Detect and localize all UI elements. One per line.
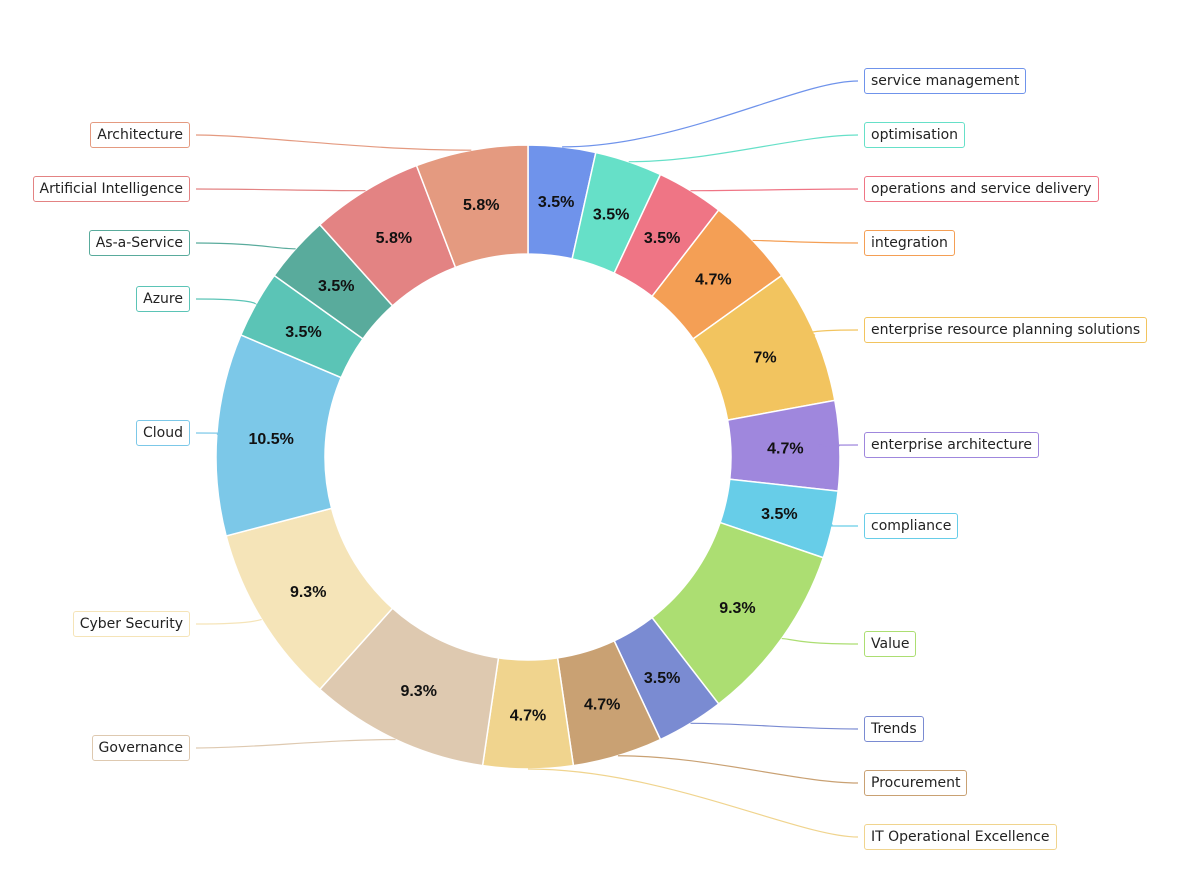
slice-value-label: 3.5% bbox=[285, 324, 321, 341]
slice-value-label: 4.7% bbox=[767, 441, 803, 458]
legend-label: service management bbox=[864, 68, 1027, 94]
legend-label: Azure bbox=[136, 286, 190, 312]
leader-line bbox=[617, 755, 859, 784]
legend-label: Value bbox=[864, 631, 917, 657]
leader-line bbox=[628, 134, 859, 163]
legend-label: Cyber Security bbox=[72, 611, 190, 637]
slice-value-label: 9.3% bbox=[290, 584, 326, 601]
slice-value-label: 4.7% bbox=[584, 697, 620, 714]
slice-value-label: 7% bbox=[753, 349, 776, 366]
leader-line bbox=[818, 444, 859, 447]
leader-line bbox=[195, 134, 472, 151]
slice-value-label: 5.8% bbox=[463, 197, 499, 214]
legend-label: As-a-Service bbox=[88, 230, 190, 256]
legend-label: integration bbox=[864, 230, 955, 256]
slice-value-label: 3.5% bbox=[644, 670, 680, 687]
slice-value-label: 10.5% bbox=[248, 431, 293, 448]
leader-line bbox=[808, 329, 859, 336]
slice-value-label: 9.3% bbox=[400, 683, 436, 700]
leader-line bbox=[195, 432, 237, 435]
leader-line bbox=[690, 188, 859, 192]
legend-label: Procurement bbox=[864, 770, 968, 796]
legend-label: IT Operational Excellence bbox=[864, 824, 1057, 850]
leader-line bbox=[527, 768, 859, 838]
slice-value-label: 4.7% bbox=[510, 708, 546, 725]
legend-label: Cloud bbox=[136, 420, 190, 446]
slice-value-label: 3.5% bbox=[761, 506, 797, 523]
leader-line bbox=[690, 722, 859, 730]
legend-label: compliance bbox=[864, 513, 959, 539]
leader-line bbox=[195, 242, 296, 250]
leader-line bbox=[195, 618, 262, 625]
leader-line bbox=[195, 188, 366, 192]
slice-value-label: 5.8% bbox=[376, 230, 412, 247]
leader-line bbox=[562, 80, 859, 148]
slice-value-label: 9.3% bbox=[719, 600, 755, 617]
slice-value-label: 3.5% bbox=[318, 278, 354, 295]
leader-line bbox=[752, 239, 859, 244]
legend-label: Artificial Intelligence bbox=[32, 176, 190, 202]
slice-value-label: 3.5% bbox=[593, 206, 629, 223]
legend-label: operations and service delivery bbox=[864, 176, 1099, 202]
slice-value-label: 3.5% bbox=[644, 230, 680, 247]
leader-line bbox=[195, 738, 396, 749]
legend-label: optimisation bbox=[864, 122, 966, 148]
slice-value-label: 3.5% bbox=[538, 194, 574, 211]
leader-line bbox=[815, 524, 859, 527]
leader-line bbox=[781, 637, 859, 645]
slice-architecture[interactable] bbox=[415, 144, 529, 269]
legend-label: enterprise architecture bbox=[864, 432, 1039, 458]
legend-label: Architecture bbox=[90, 122, 190, 148]
legend-label: Governance bbox=[91, 735, 190, 761]
legend-label: enterprise resource planning solutions bbox=[864, 317, 1148, 343]
slice-value-label: 4.7% bbox=[695, 271, 731, 288]
leader-line bbox=[195, 298, 257, 305]
legend-label: Trends bbox=[864, 716, 924, 742]
